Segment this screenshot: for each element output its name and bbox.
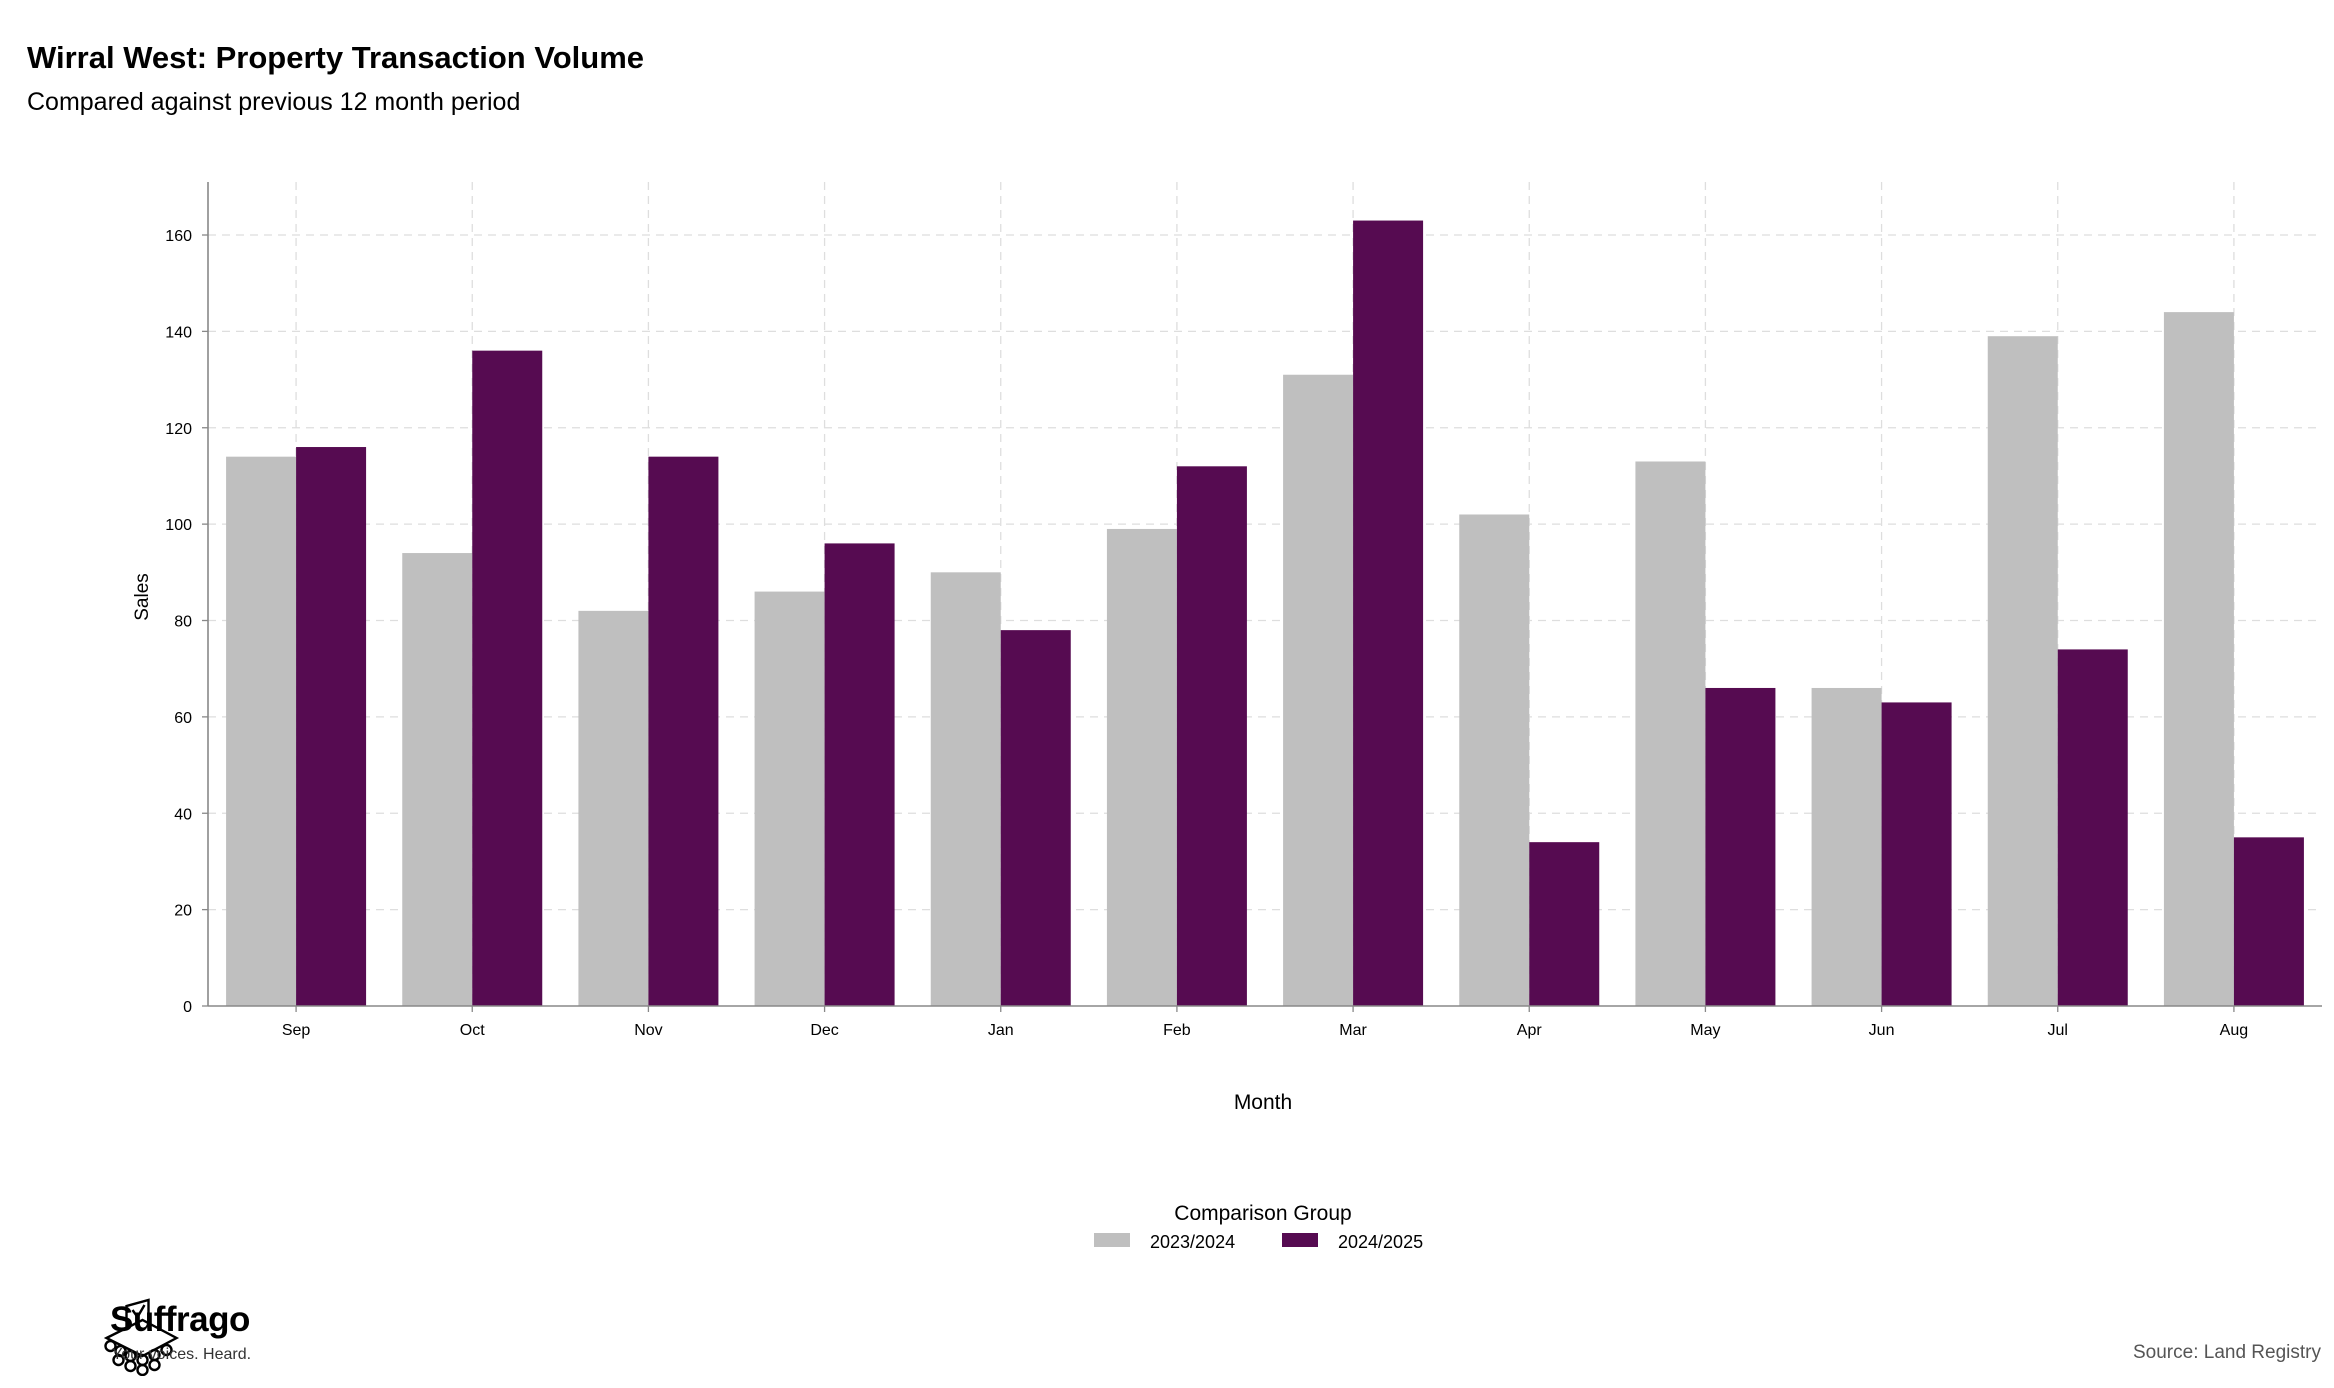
- x-tick-label: Feb: [1163, 1022, 1191, 1039]
- bar-may-2023-2024: [1635, 461, 1706, 1007]
- y-tick-label: 160: [165, 228, 192, 245]
- chart-subtitle: Compared against previous 12 month perio…: [27, 88, 521, 116]
- bar-jun-2024-2025: [1881, 702, 1952, 1006]
- y-tick-label: 100: [165, 517, 192, 534]
- y-tick-label: 80: [174, 614, 192, 631]
- bar-dec-2024-2025: [824, 543, 895, 1006]
- x-tick-label: Aug: [2220, 1022, 2248, 1039]
- y-tick-labels: 0 20 40 60 80 100 120 140 160: [165, 228, 192, 1016]
- bar-jun-2023-2024: [1811, 687, 1882, 1006]
- bar-mar-2023-2024: [1283, 374, 1354, 1006]
- y-tick-label: 120: [165, 421, 192, 438]
- x-tick-label: Nov: [634, 1022, 662, 1039]
- bar-feb-2024-2025: [1176, 466, 1247, 1007]
- bar-nov-2024-2025: [648, 456, 719, 1007]
- bar-oct-2024-2025: [472, 350, 543, 1006]
- bar-feb-2023-2024: [1106, 528, 1177, 1006]
- bar-jan-2023-2024: [930, 572, 1001, 1006]
- bar-jul-2023-2024: [1987, 336, 2058, 1006]
- legend-title: Comparison Group: [1174, 1202, 1351, 1225]
- x-tick-label: Mar: [1339, 1022, 1367, 1039]
- bar-dec-2023-2024: [754, 591, 825, 1006]
- y-tick-label: 140: [165, 324, 192, 341]
- x-tick-label: Dec: [810, 1022, 838, 1039]
- bar-jul-2024-2025: [2057, 649, 2128, 1006]
- x-tick-label: Jun: [1869, 1022, 1895, 1039]
- legend-swatch: [1282, 1233, 1318, 1247]
- y-tick-label: 40: [174, 806, 192, 823]
- bar-jan-2024-2025: [1000, 630, 1071, 1006]
- bar-nov-2023-2024: [578, 610, 649, 1006]
- bar-may-2024-2025: [1705, 687, 1776, 1006]
- chart-title: Wirral West: Property Transaction Volume: [27, 40, 645, 75]
- bar-apr-2024-2025: [1529, 842, 1600, 1006]
- bar-sep-2023-2024: [226, 456, 297, 1007]
- bar-oct-2023-2024: [402, 553, 473, 1006]
- x-axis-label: Month: [1234, 1091, 1292, 1114]
- x-tick-label: May: [1690, 1022, 1720, 1039]
- x-tick-labels: Sep Oct Nov Dec Jan Feb Mar Apr May Jun Jul Aug: [282, 1022, 2248, 1039]
- legend: 2023/2024 2024/2025: [1094, 1232, 1423, 1252]
- brand-name: Suffrago: [110, 1300, 250, 1339]
- axes: [202, 182, 2322, 1012]
- source-note: Source: Land Registry: [2133, 1342, 2321, 1363]
- y-axis-label: Sales: [132, 573, 153, 621]
- y-tick-label: 20: [174, 903, 192, 920]
- brand-tagline: Your voices. Heard.: [112, 1346, 252, 1363]
- bar-mar-2024-2025: [1353, 220, 1424, 1007]
- bar-apr-2023-2024: [1459, 514, 1530, 1006]
- ballot-box-logo-icon: [103, 1298, 180, 1376]
- bar-aug-2024-2025: [2233, 837, 2304, 1006]
- bar-sep-2024-2025: [296, 447, 367, 1006]
- bar-aug-2023-2024: [2163, 312, 2234, 1007]
- legend-label: 2024/2025: [1338, 1232, 1423, 1252]
- x-tick-label: Oct: [460, 1022, 485, 1039]
- x-tick-label: Apr: [1517, 1022, 1543, 1039]
- x-tick-label: Jan: [988, 1022, 1014, 1039]
- legend-swatch: [1094, 1233, 1130, 1247]
- y-tick-label: 0: [183, 999, 192, 1016]
- x-tick-label: Jul: [2048, 1022, 2068, 1039]
- bars: [226, 220, 2304, 1007]
- y-tick-label: 60: [174, 710, 192, 727]
- bar-chart: 0 20 40 60 80 100 120 140 160 Sep Oct Nov Dec Jan Feb…: [132, 182, 2322, 1252]
- legend-label: 2023/2024: [1150, 1232, 1235, 1252]
- x-tick-label: Sep: [282, 1022, 311, 1039]
